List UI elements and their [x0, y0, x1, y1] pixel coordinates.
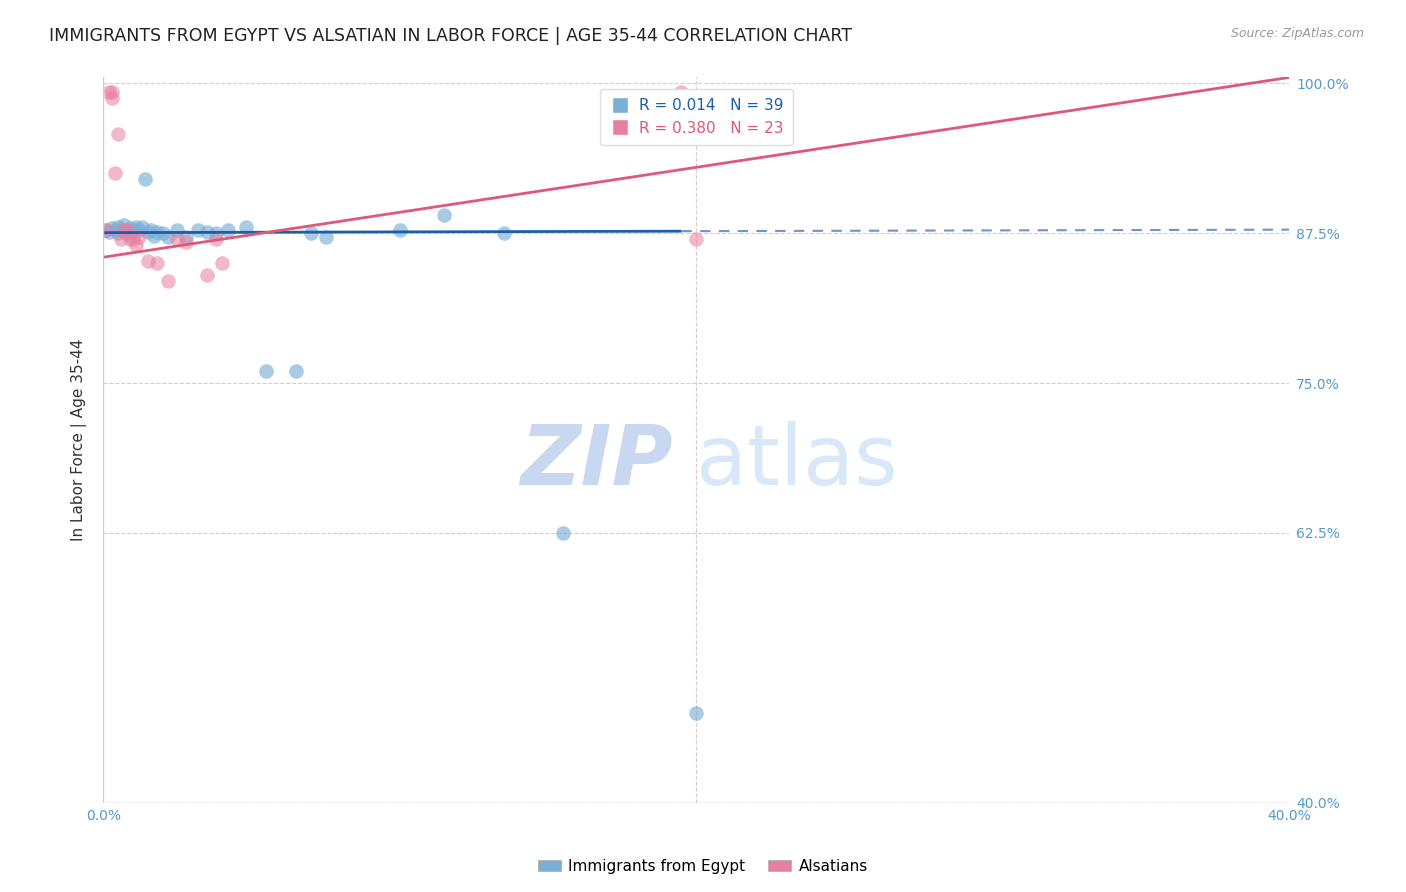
Point	[433, 208, 456, 222]
Text: IMMIGRANTS FROM EGYPT VS ALSATIAN IN LABOR FORCE | AGE 35-44 CORRELATION CHART: IMMIGRANTS FROM EGYPT VS ALSATIAN IN LAB…	[49, 27, 852, 45]
Point	[125, 220, 148, 235]
Point	[115, 226, 138, 240]
Point	[174, 235, 197, 249]
Point	[145, 225, 167, 239]
Point	[142, 228, 165, 243]
Y-axis label: In Labor Force | Age 35-44: In Labor Force | Age 35-44	[72, 339, 87, 541]
Point	[101, 91, 124, 105]
Point	[205, 232, 228, 246]
Point	[166, 232, 188, 246]
Point	[128, 222, 150, 236]
Point	[492, 226, 515, 240]
Point	[166, 222, 188, 236]
Point	[174, 230, 197, 244]
Point	[134, 172, 156, 186]
Point	[685, 706, 707, 720]
Point	[388, 222, 411, 236]
Point	[551, 525, 574, 540]
Point	[145, 256, 167, 270]
Point	[96, 222, 118, 236]
Legend: R = 0.014   N = 39, R = 0.380   N = 23: R = 0.014 N = 39, R = 0.380 N = 23	[599, 88, 793, 145]
Point	[104, 166, 127, 180]
Point	[96, 222, 118, 236]
Point	[121, 225, 143, 239]
Point	[211, 256, 233, 270]
Point	[107, 226, 129, 240]
Point	[131, 220, 153, 235]
Point	[671, 85, 693, 99]
Point	[128, 230, 150, 244]
Text: atlas: atlas	[696, 421, 898, 502]
Point	[98, 85, 121, 99]
Text: Source: ZipAtlas.com: Source: ZipAtlas.com	[1230, 27, 1364, 40]
Point	[112, 218, 135, 232]
Point	[685, 232, 707, 246]
Legend: Immigrants from Egypt, Alsatians: Immigrants from Egypt, Alsatians	[531, 853, 875, 880]
Point	[101, 221, 124, 235]
Point	[110, 222, 132, 236]
Point	[118, 232, 141, 246]
Point	[205, 226, 228, 240]
Point	[112, 222, 135, 236]
Point	[315, 230, 337, 244]
Point	[217, 222, 239, 236]
Point	[195, 268, 218, 283]
Text: ZIP: ZIP	[520, 421, 672, 502]
Point	[152, 226, 174, 240]
Point	[121, 222, 143, 236]
Point	[139, 222, 162, 236]
Point	[98, 225, 121, 239]
Point	[107, 127, 129, 141]
Point	[104, 222, 127, 236]
Point	[299, 226, 322, 240]
Point	[254, 364, 277, 378]
Point	[121, 232, 143, 246]
Point	[118, 221, 141, 235]
Point	[112, 224, 135, 238]
Point	[110, 232, 132, 246]
Point	[115, 222, 138, 236]
Point	[107, 220, 129, 235]
Point	[101, 85, 124, 99]
Point	[284, 364, 307, 378]
Point	[157, 274, 180, 288]
Point	[136, 225, 159, 239]
Point	[187, 222, 209, 236]
Point	[136, 253, 159, 268]
Point	[195, 225, 218, 239]
Point	[157, 230, 180, 244]
Point	[125, 238, 148, 252]
Point	[235, 220, 257, 235]
